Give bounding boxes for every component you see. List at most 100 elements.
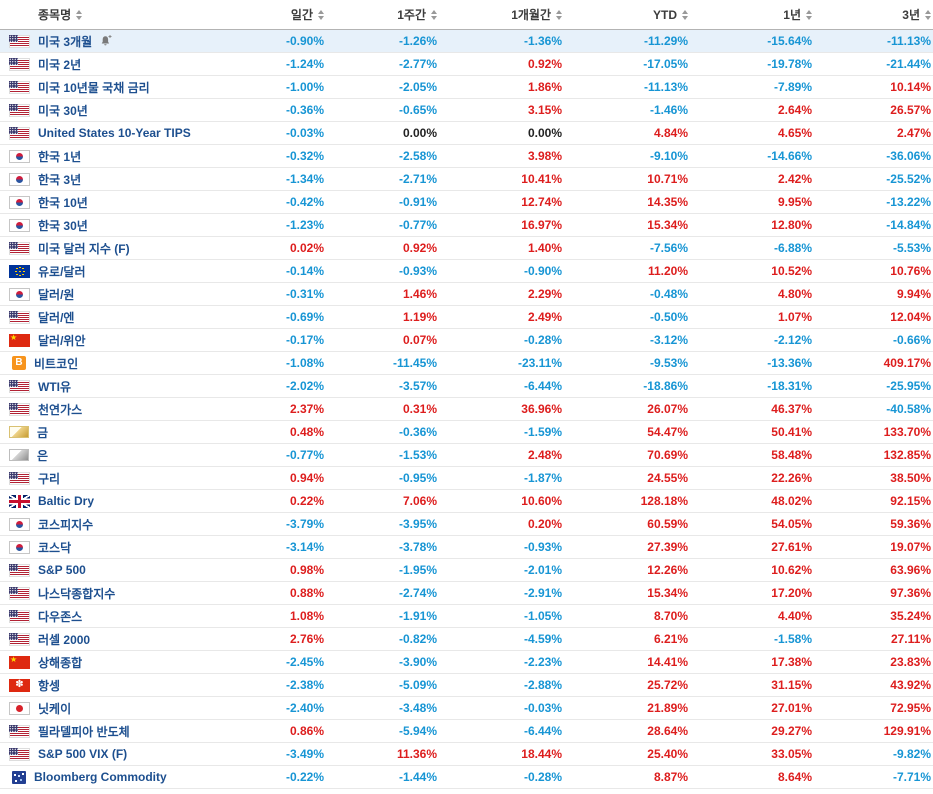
instrument-name-link[interactable]: 한국 10년 xyxy=(38,195,88,210)
column-header-ytd[interactable]: YTD xyxy=(562,8,688,22)
instrument-name-link[interactable]: 미국 10년물 국채 금리 xyxy=(38,80,150,95)
bell-plus-icon[interactable] xyxy=(99,34,113,48)
column-header-1month[interactable]: 1개월간 xyxy=(437,6,562,23)
table-row[interactable]: 비트코인 -1.08% -11.45% -23.11% -9.53% -13.36% 409… xyxy=(0,352,933,375)
table-row[interactable]: 달러/위안 -0.17% 0.07% -0.28% -3.12% -2.12% -0.66% xyxy=(0,329,933,352)
table-row[interactable]: 금 0.48% -0.36% -1.59% 54.47% 50.41% 133.70% xyxy=(0,421,933,444)
month1-change-value: 3.98% xyxy=(527,149,562,163)
month1-change-cell: -2.23% xyxy=(437,655,562,669)
instrument-name-link[interactable]: 코스피지수 xyxy=(38,517,94,532)
table-row[interactable]: 닛케이 -2.40% -3.48% -0.03% 21.89% 27.01% 72.95% xyxy=(0,697,933,720)
instrument-name-link[interactable]: 유로/달러 xyxy=(38,264,86,279)
instrument-name-link[interactable]: Baltic Dry xyxy=(38,494,95,508)
month1-change-value: -4.59% xyxy=(523,632,562,646)
daily-change-cell: 0.94% xyxy=(242,471,324,485)
instrument-name-link[interactable]: 미국 2년 xyxy=(38,57,82,72)
year3-change-cell: 133.70% xyxy=(812,425,933,439)
instrument-name-link[interactable]: 러셀 2000 xyxy=(38,632,91,647)
flag-cn-icon xyxy=(9,333,30,347)
instrument-name-link[interactable]: 달러/엔 xyxy=(38,310,75,325)
table-row[interactable]: 러셀 2000 2.76% -0.82% -4.59% 6.21% -1.58% 27.11… xyxy=(0,628,933,651)
table-row[interactable]: 코스피지수 -3.79% -3.95% 0.20% 60.59% 54.05% 59.36% xyxy=(0,513,933,536)
instrument-name-link[interactable]: 한국 30년 xyxy=(38,218,88,233)
instrument-name-link[interactable]: 한국 1년 xyxy=(38,149,82,164)
instrument-name-link[interactable]: 미국 30년 xyxy=(38,103,88,118)
instrument-name-link[interactable]: 달러/원 xyxy=(38,287,75,302)
month1-change-cell: 1.40% xyxy=(437,241,562,255)
daily-change-cell: -0.22% xyxy=(242,770,324,784)
daily-change-cell: -1.00% xyxy=(242,80,324,94)
instrument-name-link[interactable]: 은 xyxy=(37,448,49,463)
table-row[interactable]: 천연가스 2.37% 0.31% 36.96% 26.07% 46.37% -40.58% xyxy=(0,398,933,421)
table-row[interactable]: 달러/원 -0.31% 1.46% 2.29% -0.48% 4.80% 9.94% xyxy=(0,283,933,306)
instrument-name-link[interactable]: 비트코인 xyxy=(34,356,79,371)
table-row[interactable]: 한국 1년 -0.32% -2.58% 3.98% -9.10% -14.66% -36.0… xyxy=(0,145,933,168)
week1-change-value: -0.36% xyxy=(398,425,437,439)
instrument-name-link[interactable]: S&P 500 VIX (F) xyxy=(38,747,128,761)
table-row[interactable]: 미국 3개월 -0.90% -1.26% -1.36% -11.29% -15.64% -1… xyxy=(0,30,933,53)
table-row[interactable]: Baltic Dry 0.22% 7.06% 10.60% 128.18% 48.02% 9… xyxy=(0,490,933,513)
instrument-name-link[interactable]: 닛케이 xyxy=(38,701,72,716)
column-header-daily[interactable]: 일간 xyxy=(242,6,324,23)
year3-change-cell: 72.95% xyxy=(812,701,933,715)
year1-change-cell: 29.27% xyxy=(688,724,812,738)
table-row[interactable]: 다우존스 1.08% -1.91% -1.05% 8.70% 4.40% 35.24% xyxy=(0,605,933,628)
column-header-name[interactable]: 종목명 xyxy=(0,6,242,23)
instrument-name-link[interactable]: 상해종합 xyxy=(38,655,83,670)
table-row[interactable]: 코스닥 -3.14% -3.78% -0.93% 27.39% 27.61% 19.07% xyxy=(0,536,933,559)
table-row[interactable]: S&P 500 0.98% -1.95% -2.01% 12.26% 10.62% 63.9… xyxy=(0,559,933,582)
daily-change-cell: -3.14% xyxy=(242,540,324,554)
column-header-1year[interactable]: 1년 xyxy=(688,6,812,23)
year1-change-value: 12.80% xyxy=(771,218,812,232)
table-row[interactable]: 미국 달러 지수 (F) 0.02% 0.92% 1.40% -7.56% -6.88% -… xyxy=(0,237,933,260)
instrument-name-link[interactable]: 필라델피아 반도체 xyxy=(38,724,130,739)
table-row[interactable]: 미국 10년물 국채 금리 -1.00% -2.05% 1.86% -11.13% -7.… xyxy=(0,76,933,99)
column-header-label: YTD xyxy=(653,7,677,22)
table-row[interactable]: S&P 500 VIX (F) -3.49% 11.36% 18.44% 25.40% 3… xyxy=(0,743,933,766)
table-row[interactable]: 한국 10년 -0.42% -0.91% 12.74% 14.35% 9.95% -13.2… xyxy=(0,191,933,214)
table-row[interactable]: 미국 2년 -1.24% -2.77% 0.92% -17.05% -19.78% -21.… xyxy=(0,53,933,76)
instrument-cell: 러셀 2000 xyxy=(0,631,242,648)
instrument-name-link[interactable]: 달러/위안 xyxy=(38,333,86,348)
instrument-name-link[interactable]: 구리 xyxy=(38,471,61,486)
instrument-name-link[interactable]: United States 10-Year TIPS xyxy=(38,126,191,140)
instrument-name-link[interactable]: Bloomberg Commodity xyxy=(34,770,167,784)
instrument-name-link[interactable]: 미국 3개월 xyxy=(38,34,93,49)
column-header-1week[interactable]: 1주간 xyxy=(324,6,437,23)
table-row[interactable]: WTI유 -2.02% -3.57% -6.44% -18.86% -18.31% -25.… xyxy=(0,375,933,398)
instrument-name-link[interactable]: 다우존스 xyxy=(38,609,83,624)
instrument-name-link[interactable]: 한국 3년 xyxy=(38,172,82,187)
month1-change-value: -6.44% xyxy=(523,724,562,738)
year1-change-cell: 8.64% xyxy=(688,770,812,784)
table-row[interactable]: United States 10-Year TIPS -0.03% 0.00% 0.0… xyxy=(0,122,933,145)
ytd-change-cell: 54.47% xyxy=(562,425,688,439)
table-row[interactable]: 한국 30년 -1.23% -0.77% 16.97% 15.34% 12.80% -14.… xyxy=(0,214,933,237)
table-row[interactable]: Bloomberg Commodity -0.22% -1.44% -0.28% 8.8… xyxy=(0,766,933,789)
month1-change-cell: 36.96% xyxy=(437,402,562,416)
table-row[interactable]: 구리 0.94% -0.95% -1.87% 24.55% 22.26% 38.50% xyxy=(0,467,933,490)
instrument-name-link[interactable]: 나스닥종합지수 xyxy=(38,586,116,601)
week1-change-value: -5.09% xyxy=(398,678,437,692)
flag-us-icon xyxy=(9,126,30,140)
year1-change-value: 10.52% xyxy=(771,264,812,278)
table-row[interactable]: 한국 3년 -1.34% -2.71% 10.41% 10.71% 2.42% -25.52… xyxy=(0,168,933,191)
instrument-name-link[interactable]: S&P 500 xyxy=(38,563,86,577)
instrument-name-link[interactable]: WTI유 xyxy=(38,379,72,394)
column-header-3year[interactable]: 3년 xyxy=(812,6,933,23)
ytd-change-cell: 14.41% xyxy=(562,655,688,669)
table-row[interactable]: 미국 30년 -0.36% -0.65% 3.15% -1.46% 2.64% 26.57% xyxy=(0,99,933,122)
instrument-name-link[interactable]: 코스닥 xyxy=(38,540,72,555)
table-row[interactable]: 유로/달러 -0.14% -0.93% -0.90% 11.20% 10.52% 10.76… xyxy=(0,260,933,283)
table-row[interactable]: 은 -0.77% -1.53% 2.48% 70.69% 58.48% 132.85% xyxy=(0,444,933,467)
table-row[interactable]: 상해종합 -2.45% -3.90% -2.23% 14.41% 17.38% 23.83% xyxy=(0,651,933,674)
year3-change-value: -7.71% xyxy=(892,770,931,784)
table-row[interactable]: 필라델피아 반도체 0.86% -5.94% -6.44% 28.64% 29.27% 12… xyxy=(0,720,933,743)
instrument-name-link[interactable]: 천연가스 xyxy=(38,402,83,417)
instrument-name-link[interactable]: 미국 달러 지수 (F) xyxy=(38,241,130,256)
instrument-name-link[interactable]: 항셍 xyxy=(38,678,61,693)
month1-change-cell: 1.86% xyxy=(437,80,562,94)
table-row[interactable]: 항셍 -2.38% -5.09% -2.88% 25.72% 31.15% 43.92% xyxy=(0,674,933,697)
table-row[interactable]: 달러/엔 -0.69% 1.19% 2.49% -0.50% 1.07% 12.04% xyxy=(0,306,933,329)
instrument-name-link[interactable]: 금 xyxy=(37,425,49,440)
table-row[interactable]: 나스닥종합지수 0.88% -2.74% -2.91% 15.34% 17.20% 97.3… xyxy=(0,582,933,605)
